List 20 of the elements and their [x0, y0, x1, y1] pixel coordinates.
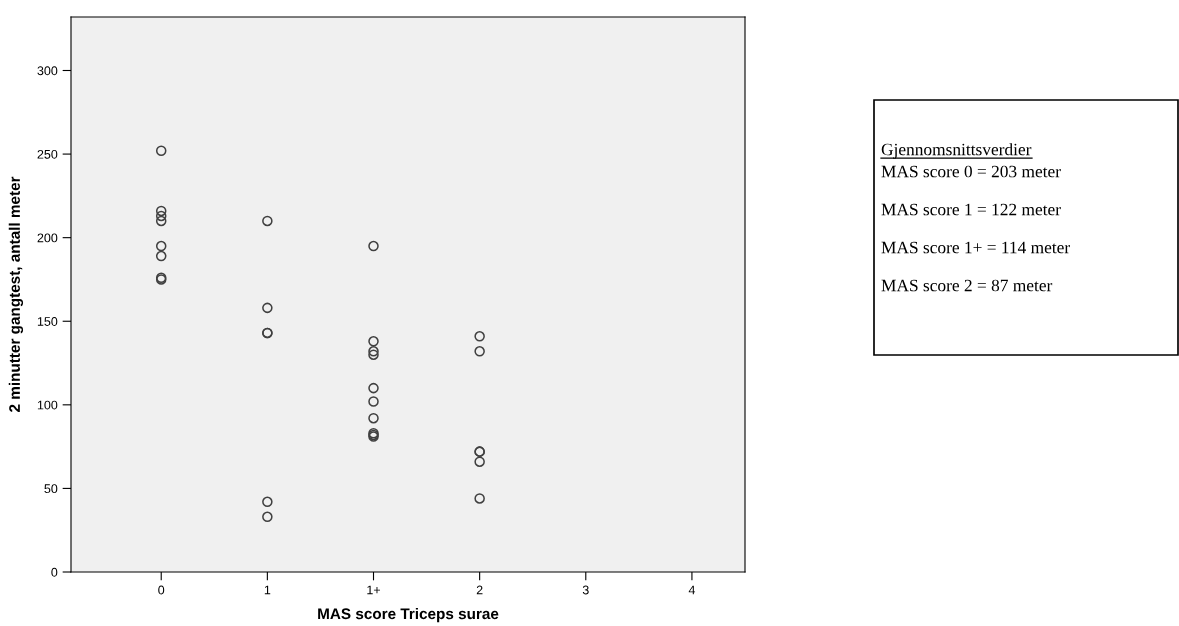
x-tick-label: 1+ [367, 585, 381, 595]
y-tick-label: 150 [37, 317, 58, 326]
text: Gjennomsnittsverdier [881, 143, 1032, 159]
x-tick-label: 0 [158, 585, 165, 595]
x-tick-label: 1 [264, 585, 271, 595]
y-tick-label: 0 [51, 567, 58, 577]
text: MAS score 1 = 122 meter [881, 203, 1061, 216]
y-tick-label: 250 [37, 149, 58, 159]
y-axis-title: 2 minutter gangtest, antall meter [8, 176, 24, 412]
y-tick-label: 200 [37, 233, 58, 243]
text: MAS score 1+ = 114 meter [881, 241, 1070, 254]
text: MAS score 0 = 203 meter [881, 165, 1061, 178]
y-tick-label: 50 [44, 484, 58, 494]
y-tick-label: 100 [37, 400, 58, 410]
x-axis-title: MAS score Triceps surae [318, 607, 499, 623]
x-tick-label: 2 [476, 585, 483, 595]
text: MAS score 2 = 87 meter [881, 279, 1053, 292]
x-tick-label: 3 [582, 585, 589, 595]
y-tick-label: 300 [37, 66, 58, 76]
x-tick-label: 4 [688, 585, 696, 595]
